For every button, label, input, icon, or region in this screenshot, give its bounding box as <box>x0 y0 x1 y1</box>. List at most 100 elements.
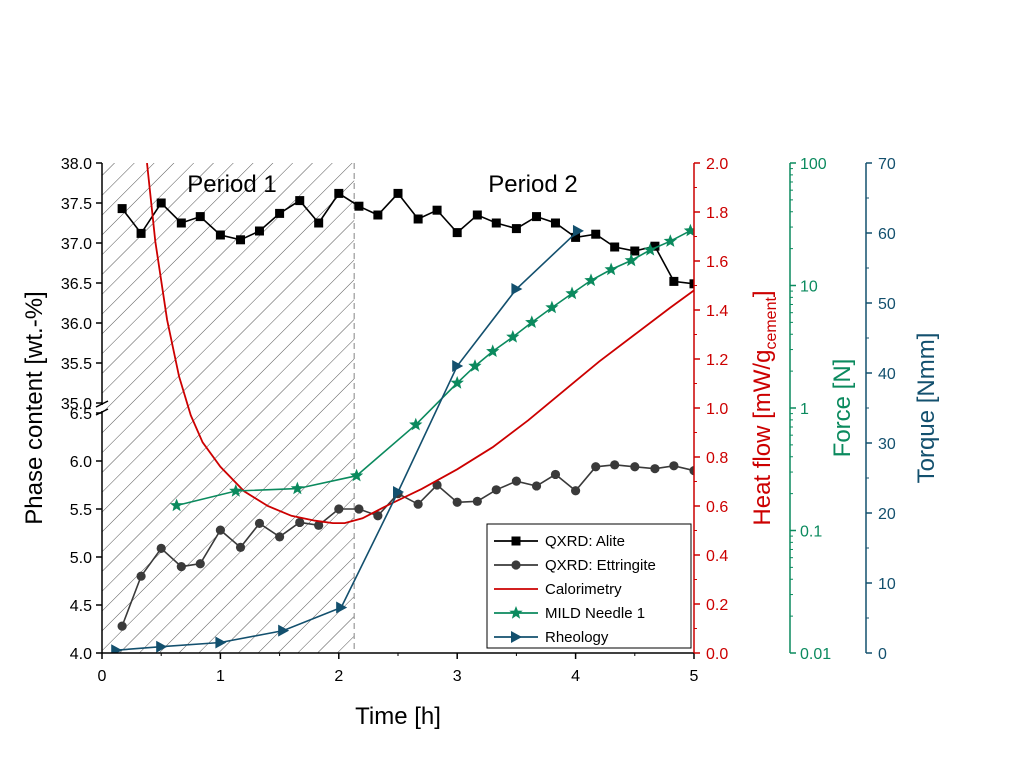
data-point <box>117 204 127 214</box>
data-point <box>491 218 501 228</box>
data-point <box>565 286 579 300</box>
data-point <box>295 517 305 528</box>
data-point <box>669 276 679 286</box>
data-point <box>409 417 423 431</box>
x-tick-label: 2 <box>334 668 343 685</box>
legend-label: QXRD: Alite <box>545 533 625 550</box>
legend-entry: QXRD: Alite <box>494 533 625 550</box>
x-tick-label: 3 <box>453 668 462 685</box>
data-point <box>254 226 264 236</box>
force-axis-label: Force [N] <box>829 359 856 458</box>
data-point <box>393 486 404 498</box>
period-2-label: Period 2 <box>488 171 577 198</box>
legend-label: QXRD: Ettringite <box>545 557 656 574</box>
y-left-tick-label: 36.0 <box>61 316 92 333</box>
data-point <box>491 485 501 495</box>
data-point <box>195 559 205 569</box>
data-point <box>650 464 660 474</box>
x-axis-label: Time [h] <box>355 703 441 730</box>
y-left-tick-label: 4.0 <box>70 646 92 663</box>
series-line <box>146 163 694 524</box>
data-point <box>486 344 500 357</box>
x-tick-label: 5 <box>690 668 699 685</box>
y-left-tick-label: 36.5 <box>61 276 92 293</box>
data-point <box>532 212 542 222</box>
y-left-tick-label: 6.0 <box>70 454 92 471</box>
data-point <box>604 262 618 276</box>
data-point <box>452 228 462 238</box>
torque-tick-label: 0 <box>878 646 887 663</box>
data-point <box>550 218 560 228</box>
torque-tick-label: 30 <box>878 436 896 453</box>
data-point <box>432 205 442 215</box>
data-point <box>511 476 521 486</box>
data-point <box>610 242 620 252</box>
x-tick-label: 0 <box>98 668 107 685</box>
legend-entry: Calorimetry <box>494 581 622 598</box>
heat-flow-tick-label: 0.8 <box>706 450 728 467</box>
data-point <box>156 543 166 553</box>
heat-flow-tick-label: 0.6 <box>706 499 728 516</box>
data-point <box>643 243 657 256</box>
y-left-tick-label: 38.0 <box>61 156 92 173</box>
x-tick-label: 1 <box>216 668 225 685</box>
data-point <box>336 601 348 614</box>
force-tick-label: 100 <box>800 156 827 173</box>
data-point <box>373 210 383 220</box>
legend-label: Calorimetry <box>545 581 622 598</box>
heat-flow-tick-label: 1.8 <box>706 205 728 222</box>
data-point <box>117 621 127 631</box>
legend-swatch-marker <box>511 536 521 546</box>
data-point <box>584 273 598 287</box>
data-point <box>111 644 123 653</box>
series-qxrd-ettringite <box>117 460 694 631</box>
series-rheology <box>111 224 584 653</box>
data-point <box>413 214 423 224</box>
data-point <box>630 462 640 472</box>
y-left-tick-label: 37.5 <box>61 196 92 213</box>
torque-tick-label: 50 <box>878 296 896 313</box>
y-left-tick-label: 37.0 <box>61 236 92 253</box>
y-left-tick-label: 5.5 <box>70 502 92 519</box>
data-point <box>176 562 186 572</box>
data-point <box>236 235 246 245</box>
heat-flow-tick-label: 2.0 <box>706 156 728 173</box>
heat-flow-tick-label: 0.0 <box>706 646 728 663</box>
heat-flow-tick-label: 1.4 <box>706 303 728 320</box>
data-point <box>511 224 521 234</box>
data-point <box>354 201 364 211</box>
torque-tick-label: 10 <box>878 576 896 593</box>
force-tick-label: 0.1 <box>800 524 822 541</box>
legend-label: MILD Needle 1 <box>545 605 645 622</box>
data-point <box>215 525 225 535</box>
data-point <box>525 315 539 328</box>
data-point <box>452 497 462 507</box>
data-point <box>254 518 265 529</box>
data-point <box>511 283 523 295</box>
data-point <box>630 246 640 256</box>
torque-axis-label: Torque [Nmm] <box>913 333 940 484</box>
torque-tick-label: 40 <box>878 366 896 383</box>
data-point <box>452 360 464 372</box>
legend-entry: MILD Needle 1 <box>494 605 645 622</box>
data-point <box>156 640 168 653</box>
data-point <box>689 279 694 289</box>
data-point <box>472 496 482 506</box>
data-point <box>176 218 186 228</box>
series-mild-needle-1 <box>169 223 694 512</box>
data-point <box>683 223 694 237</box>
y-left-tick-label: 5.0 <box>70 550 92 567</box>
data-point <box>235 542 246 553</box>
heat-flow-axis-label: Heat flow [mW/gcement] <box>749 290 780 525</box>
y-left-tick-label: 35.5 <box>61 356 92 373</box>
data-point <box>450 376 464 389</box>
y-left-tick-label: 6.5 <box>70 406 92 423</box>
axis-break-mark <box>95 400 109 408</box>
y-left-axis-label: Phase content [wt.-%] <box>21 291 48 524</box>
legend-label: Rheology <box>545 629 609 646</box>
data-point <box>550 469 561 480</box>
data-point <box>334 504 344 514</box>
force-tick-label: 10 <box>800 279 818 296</box>
torque-tick-label: 60 <box>878 226 896 243</box>
